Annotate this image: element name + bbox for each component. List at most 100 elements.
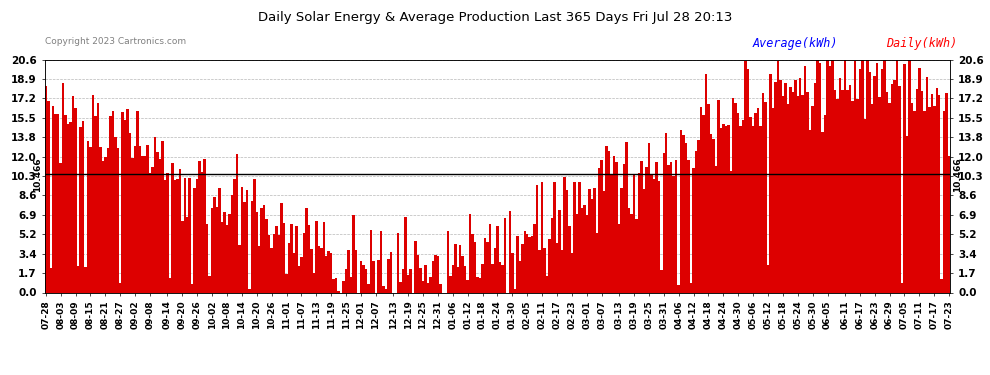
Bar xyxy=(799,78,802,292)
Bar xyxy=(856,99,858,292)
Bar xyxy=(787,104,789,292)
Bar xyxy=(727,125,730,292)
Bar xyxy=(655,162,657,292)
Bar xyxy=(469,214,471,292)
Bar xyxy=(171,163,173,292)
Bar xyxy=(330,254,333,292)
Bar xyxy=(67,124,69,292)
Bar xyxy=(873,76,876,292)
Bar xyxy=(397,233,399,292)
Bar xyxy=(201,172,203,292)
Bar xyxy=(338,291,340,292)
Bar xyxy=(578,182,580,292)
Bar xyxy=(218,188,221,292)
Bar xyxy=(843,60,846,292)
Bar xyxy=(573,182,575,292)
Bar xyxy=(168,278,171,292)
Bar xyxy=(519,261,521,292)
Bar xyxy=(354,250,357,292)
Bar xyxy=(903,64,906,292)
Bar xyxy=(52,106,54,292)
Bar xyxy=(476,277,479,292)
Bar xyxy=(148,172,151,292)
Bar xyxy=(82,121,84,292)
Bar xyxy=(754,113,756,292)
Bar xyxy=(156,152,158,292)
Bar xyxy=(333,279,335,292)
Bar xyxy=(94,116,97,292)
Bar xyxy=(188,178,191,292)
Bar xyxy=(250,201,253,292)
Bar xyxy=(945,93,947,292)
Bar xyxy=(343,281,345,292)
Bar xyxy=(241,187,244,292)
Bar xyxy=(114,137,117,292)
Bar xyxy=(496,226,499,292)
Bar xyxy=(471,234,474,292)
Bar xyxy=(430,277,432,292)
Bar xyxy=(700,107,702,292)
Bar xyxy=(871,104,873,292)
Bar xyxy=(618,224,621,292)
Bar xyxy=(158,159,161,292)
Bar xyxy=(670,162,672,292)
Bar xyxy=(285,274,288,292)
Bar xyxy=(568,226,570,292)
Text: Copyright 2023 Cartronics.com: Copyright 2023 Cartronics.com xyxy=(45,38,186,46)
Bar xyxy=(603,191,606,292)
Bar xyxy=(725,126,727,292)
Bar xyxy=(769,74,772,292)
Bar xyxy=(335,278,338,292)
Bar xyxy=(364,269,367,292)
Bar xyxy=(881,69,883,292)
Bar xyxy=(99,147,102,292)
Bar xyxy=(109,116,112,292)
Bar xyxy=(79,127,82,292)
Bar xyxy=(59,162,62,292)
Bar xyxy=(112,111,114,292)
Bar xyxy=(611,174,613,292)
Bar xyxy=(672,176,675,292)
Bar xyxy=(166,173,168,292)
Bar xyxy=(746,69,749,292)
Bar xyxy=(268,235,270,292)
Bar xyxy=(740,126,742,292)
Bar xyxy=(891,84,893,292)
Bar xyxy=(539,250,541,292)
Bar xyxy=(432,261,435,292)
Bar xyxy=(563,177,565,292)
Bar xyxy=(45,86,48,292)
Bar xyxy=(48,101,50,292)
Bar xyxy=(613,156,616,292)
Bar xyxy=(643,189,645,292)
Text: Daily Solar Energy & Average Production Last 365 Days Fri Jul 28 20:13: Daily Solar Energy & Average Production … xyxy=(257,11,733,24)
Bar xyxy=(384,289,387,292)
Bar xyxy=(866,60,868,292)
Bar xyxy=(293,253,295,292)
Bar xyxy=(677,285,680,292)
Bar xyxy=(555,243,558,292)
Bar xyxy=(842,90,843,292)
Bar xyxy=(898,86,901,292)
Bar xyxy=(942,111,945,292)
Bar xyxy=(325,255,328,292)
Bar xyxy=(730,171,732,292)
Bar xyxy=(310,249,313,292)
Bar xyxy=(906,136,908,292)
Bar xyxy=(226,225,229,292)
Bar xyxy=(461,256,464,292)
Bar xyxy=(278,235,280,292)
Bar xyxy=(382,285,384,292)
Bar xyxy=(575,214,578,292)
Bar xyxy=(253,179,255,292)
Bar xyxy=(117,148,119,292)
Bar xyxy=(407,275,410,292)
Bar xyxy=(404,217,407,292)
Bar xyxy=(735,103,737,292)
Bar xyxy=(193,188,196,292)
Bar xyxy=(819,63,822,292)
Bar xyxy=(893,80,896,292)
Bar xyxy=(211,208,213,292)
Bar xyxy=(636,219,638,292)
Bar xyxy=(626,142,628,292)
